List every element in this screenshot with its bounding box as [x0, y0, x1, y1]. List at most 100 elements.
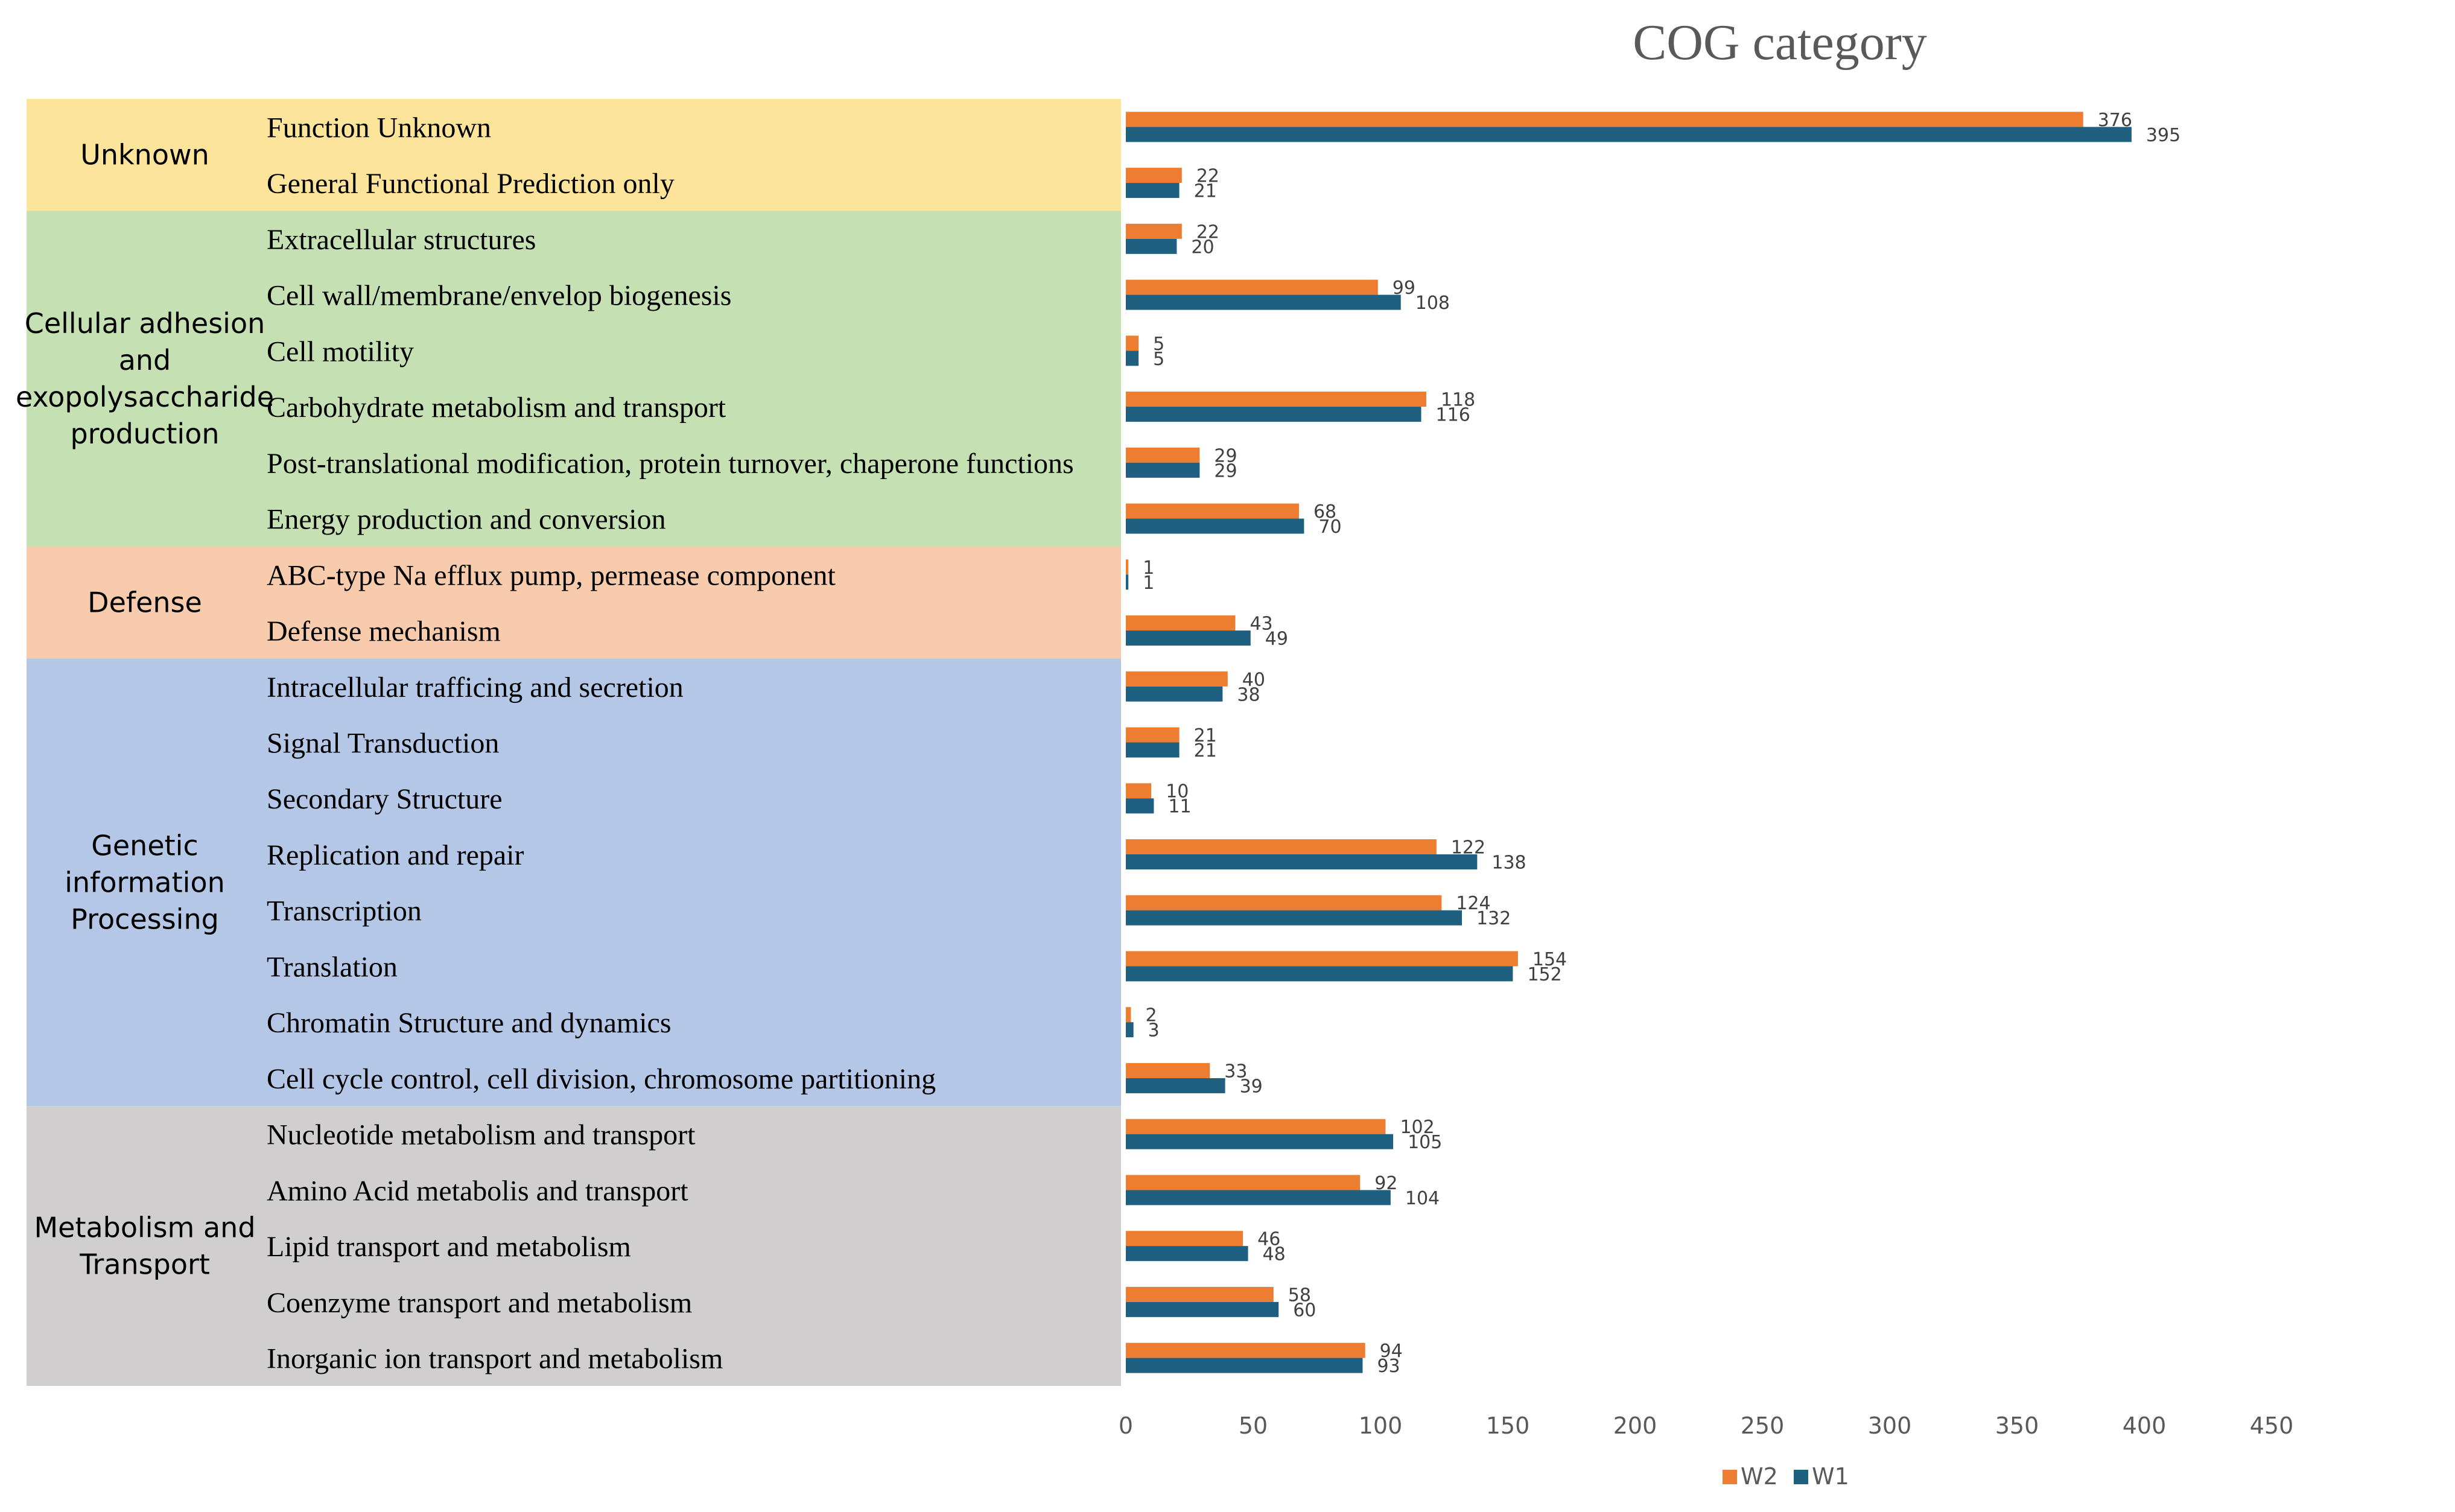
group-bands: [27, 99, 1121, 1386]
bar-W1-2: [1126, 238, 1177, 254]
value-label-W2-4: 5: [1153, 334, 1164, 355]
bar-W1-1: [1126, 183, 1180, 199]
value-label-W2-10: 40: [1242, 669, 1265, 690]
value-label-W1-20: 48: [1263, 1244, 1286, 1265]
bar-W2-10: [1126, 671, 1228, 687]
value-label-W2-13: 122: [1451, 837, 1485, 858]
group-label-0-0: Unknown: [80, 139, 209, 171]
category-label-19: Amino Acid metabolis and transport: [267, 1175, 688, 1207]
category-label-1: General Functional Prediction only: [267, 168, 675, 200]
value-label-W1-7: 70: [1318, 516, 1341, 538]
value-label-W2-22: 94: [1380, 1341, 1403, 1362]
bar-W2-16: [1126, 1007, 1131, 1023]
bar-W2-6: [1126, 447, 1200, 463]
bar-W2-0: [1126, 112, 2083, 127]
bar-W1-10: [1126, 686, 1223, 702]
bar-W2-18: [1126, 1119, 1386, 1134]
category-label-8: ABC-type Na efflux pump, permease compon…: [267, 559, 836, 591]
category-label-6: Post-translational modification, protein…: [267, 448, 1074, 480]
value-label-W2-20: 46: [1257, 1229, 1280, 1250]
value-label-W2-11: 21: [1194, 725, 1217, 746]
bar-W1-8: [1126, 574, 1129, 590]
value-label-W2-17: 33: [1224, 1061, 1247, 1082]
bar-W2-4: [1126, 335, 1139, 351]
x-tick-label-3: 150: [1486, 1412, 1530, 1439]
bar-W2-3: [1126, 279, 1378, 295]
value-label-W1-4: 5: [1153, 349, 1164, 370]
chart-title: COG category: [1633, 14, 1927, 71]
bar-W2-11: [1126, 727, 1180, 743]
bar-W2-7: [1126, 503, 1299, 519]
value-label-W1-2: 20: [1191, 237, 1214, 258]
value-label-W1-13: 138: [1491, 852, 1526, 873]
x-axis: 0 50 100 150 200 250 300 350 400 450: [1119, 1412, 2293, 1439]
group-label-1-3: production: [70, 418, 219, 450]
group-label-1-1: and: [119, 344, 171, 376]
group-band-3: [27, 658, 1121, 1107]
legend-label-W1: W1: [1812, 1463, 1849, 1490]
bar-series: [1126, 112, 2132, 1373]
x-tick-label-1: 50: [1239, 1412, 1268, 1439]
category-label-13: Replication and repair: [267, 839, 524, 871]
category-label-22: Inorganic ion transport and metabolism: [267, 1343, 723, 1375]
category-labels: Function Unknown General Functional Predi…: [267, 112, 1074, 1374]
value-label-W1-19: 104: [1405, 1188, 1440, 1209]
group-label-4-1: Transport: [79, 1248, 210, 1281]
group-label-2-0: Defense: [87, 586, 202, 619]
bar-W2-13: [1126, 839, 1437, 854]
category-label-12: Secondary Structure: [267, 783, 503, 815]
bar-W1-3: [1126, 294, 1401, 310]
category-label-2: Extracellular structures: [267, 224, 536, 256]
bar-W2-14: [1126, 895, 1442, 910]
bar-W2-2: [1126, 223, 1182, 239]
value-label-W2-6: 29: [1214, 445, 1237, 466]
bar-W1-16: [1126, 1022, 1134, 1038]
bar-W1-4: [1126, 351, 1139, 366]
category-label-21: Coenzyme transport and metabolism: [267, 1287, 692, 1319]
legend-swatch-W1: [1794, 1470, 1808, 1484]
x-tick-label-9: 450: [2250, 1412, 2294, 1439]
value-label-W1-5: 116: [1436, 405, 1470, 426]
value-label-W2-12: 10: [1166, 781, 1189, 802]
bar-W2-19: [1126, 1175, 1361, 1190]
x-tick-label-8: 400: [2123, 1412, 2167, 1439]
bar-W2-15: [1126, 951, 1518, 967]
value-label-W1-10: 38: [1237, 684, 1260, 705]
value-label-W1-12: 11: [1168, 796, 1191, 818]
group-label-4-0: Metabolism and: [34, 1212, 255, 1244]
category-label-20: Lipid transport and metabolism: [267, 1231, 631, 1263]
value-labels: 3762222995118296814340211012212415423310…: [1143, 110, 2180, 1377]
value-label-W2-1: 22: [1196, 166, 1219, 187]
bar-W1-20: [1126, 1246, 1248, 1262]
group-band-1: [27, 211, 1121, 547]
value-label-W1-14: 132: [1476, 908, 1511, 929]
value-label-W1-21: 60: [1293, 1300, 1316, 1321]
group-label-3-0: Genetic: [91, 829, 198, 862]
value-label-W1-11: 21: [1194, 740, 1217, 761]
group-label-1-0: Cellular adhesion: [25, 307, 265, 340]
value-label-W1-0: 395: [2146, 125, 2180, 146]
bar-W1-6: [1126, 462, 1200, 478]
value-label-W1-1: 21: [1194, 181, 1217, 202]
group-label-1-2: exopolysaccharide: [16, 381, 274, 413]
value-label-W2-18: 102: [1400, 1117, 1434, 1138]
value-label-W1-16: 3: [1148, 1020, 1160, 1041]
category-label-10: Intracellular trafficing and secretion: [267, 672, 684, 704]
bar-W2-1: [1126, 168, 1182, 183]
category-label-17: Cell cycle control, cell division, chrom…: [267, 1063, 936, 1095]
value-label-W1-6: 29: [1214, 460, 1237, 481]
bar-W1-22: [1126, 1358, 1363, 1373]
bar-W2-21: [1126, 1286, 1274, 1302]
category-label-15: Translation: [267, 951, 398, 983]
bar-W1-0: [1126, 127, 2132, 142]
group-label-3-1: information: [65, 866, 225, 898]
value-label-W1-15: 152: [1527, 964, 1561, 985]
bar-W2-8: [1126, 559, 1129, 575]
value-label-W2-21: 58: [1288, 1285, 1311, 1306]
x-tick-label-4: 200: [1613, 1412, 1657, 1439]
value-label-W2-3: 99: [1393, 278, 1415, 299]
bar-W1-19: [1126, 1190, 1391, 1205]
bar-W1-11: [1126, 742, 1180, 758]
category-label-0: Function Unknown: [267, 112, 491, 144]
